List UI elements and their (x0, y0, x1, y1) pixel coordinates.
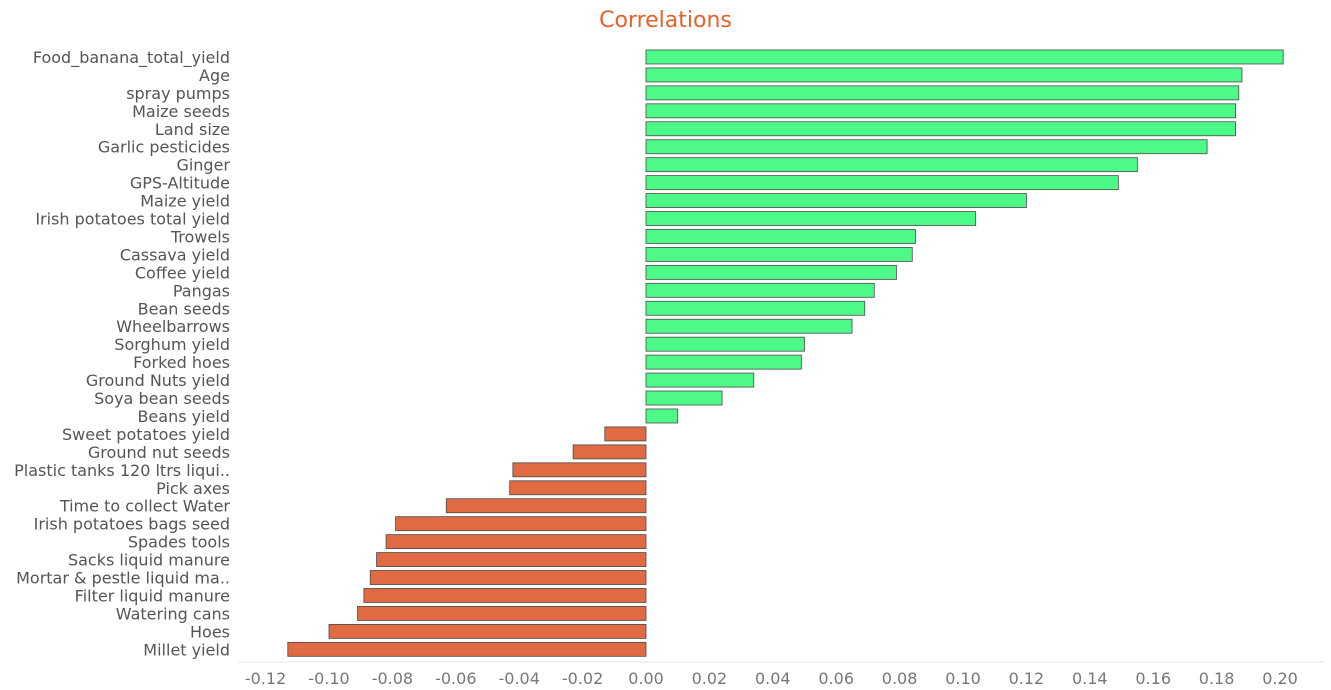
category-label: Bean seeds (138, 299, 230, 318)
bar-bean-seeds (645, 300, 866, 316)
bar-soya-bean-seeds (645, 390, 723, 406)
category-label: Millet yield (143, 640, 230, 659)
bar-forked-hoes (645, 354, 802, 370)
category-label: Irish potatoes total yield (35, 210, 230, 229)
bar-coffee-yield (645, 264, 897, 280)
x-tick-label: 0.20 (1262, 669, 1298, 688)
bar-irish-potatoes-total-yield (645, 211, 977, 226)
x-tick-label: -0.04 (498, 669, 539, 688)
bar-millet-yield (287, 641, 647, 657)
category-label: Irish potatoes bags seed (34, 515, 230, 534)
bar-sweet-potatoes-yield (604, 426, 647, 442)
category-label: Sorghum yield (114, 335, 230, 354)
x-tick-label: 0.12 (1009, 669, 1045, 688)
x-tick-label: 0.16 (1135, 669, 1171, 688)
x-tick-label: -0.06 (435, 669, 476, 688)
category-label: Maize yield (140, 192, 230, 211)
bar-filter-liquid-manure (363, 588, 647, 603)
bar-watering-cans (357, 606, 647, 621)
category-label: Filter liquid manure (75, 586, 230, 605)
x-tick-label: 0.18 (1199, 669, 1235, 688)
bar-ginger (645, 157, 1138, 173)
bar-wheelbarrows (645, 318, 853, 334)
bar-sorghum-yield (645, 336, 805, 352)
category-label: Mortar & pestle liquid ma.. (16, 569, 230, 588)
x-tick-label: -0.08 (372, 669, 413, 688)
x-tick-label: 0.00 (628, 669, 664, 688)
bar-age (645, 67, 1243, 83)
bar-maize-yield (645, 193, 1027, 208)
category-label: Ground nut seeds (88, 443, 230, 462)
x-tick-label: -0.02 (562, 669, 603, 688)
x-tick-label: -0.10 (308, 669, 349, 688)
bar-pick-axes (509, 480, 647, 496)
category-label: Spades tools (128, 533, 230, 552)
bar-garlic-pesticides (645, 139, 1208, 155)
category-label: GPS-Altitude (130, 174, 230, 193)
category-label: Maize seeds (132, 102, 230, 121)
bar-beans-yield (645, 408, 679, 424)
x-tick-label: 0.06 (818, 669, 854, 688)
category-label: Coffee yield (135, 263, 230, 282)
bar-trowels (645, 229, 916, 244)
category-label: Hoes (190, 622, 230, 641)
bar-maize-seeds (645, 103, 1237, 119)
category-label: Trowels (170, 227, 230, 246)
category-label: Cassava yield (120, 245, 230, 264)
bar-plastic-tanks-120-ltrs-liqui (512, 462, 647, 478)
chart-title: Correlations (599, 8, 732, 33)
bar-time-to-collect-water (445, 498, 647, 514)
category-label: Garlic pesticides (98, 138, 230, 157)
x-tick-label: -0.12 (245, 669, 286, 688)
bar-mortar-pestle-liquid-ma (369, 570, 647, 585)
category-label: Forked hoes (133, 353, 230, 372)
bar-cassava-yield (645, 247, 913, 262)
x-tick-label: 0.04 (755, 669, 791, 688)
category-label: Ground Nuts yield (86, 371, 230, 390)
bars-group (287, 49, 1284, 657)
x-tick-label: 0.14 (1072, 669, 1108, 688)
category-label: Wheelbarrows (116, 317, 230, 336)
bar-food-banana-total-yield (645, 49, 1284, 65)
category-label: Age (199, 66, 230, 85)
x-tick-label: 0.08 (882, 669, 918, 688)
bar-ground-nut-seeds (572, 444, 647, 460)
x-tick-labels-group: -0.12 -0.10 -0.08 -0.06 -0.04 -0.02 0.00 0.02 0.… (245, 669, 1298, 688)
x-tick-label: 0.10 (945, 669, 981, 688)
bar-gps-altitude (645, 175, 1119, 191)
category-label: Land size (155, 120, 230, 139)
category-label: Sacks liquid manure (68, 551, 230, 570)
category-label: Food_banana_total_yield (33, 48, 230, 68)
category-label: Plastic tanks 120 ltrs liqui.. (14, 461, 230, 480)
bar-sacks-liquid-manure (376, 552, 647, 567)
category-label: Watering cans (116, 604, 230, 623)
category-label: Pick axes (156, 479, 230, 498)
x-tick-label: 0.02 (692, 669, 728, 688)
bar-land-size (645, 121, 1237, 137)
bar-irish-potatoes-bags-seed (395, 516, 647, 532)
category-label: Time to collect Water (59, 497, 231, 516)
bar-spades-tools (385, 534, 647, 550)
bar-spray-pumps (645, 85, 1240, 101)
bar-ground-nuts-yield (645, 372, 755, 388)
bar-pangas (645, 282, 875, 298)
category-label: Ginger (176, 156, 230, 175)
category-label: spray pumps (126, 84, 230, 103)
category-label: Pangas (173, 281, 230, 300)
category-label: Soya bean seeds (94, 389, 230, 408)
category-label: Sweet potatoes yield (62, 425, 230, 444)
category-label: Beans yield (137, 407, 230, 426)
bar-hoes (328, 623, 647, 639)
